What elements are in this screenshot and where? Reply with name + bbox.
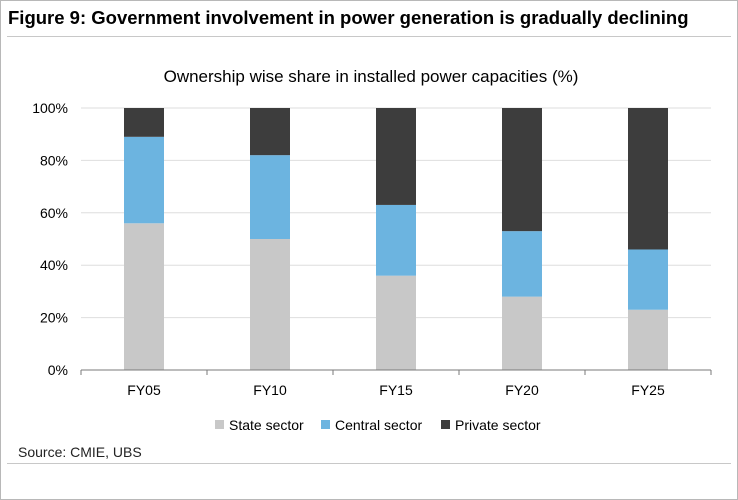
source-note: Source: CMIE, UBS	[18, 444, 142, 460]
x-tick-label: FY20	[505, 382, 539, 398]
bar-state-sector-fy25	[628, 309, 668, 370]
bar-state-sector-fy20	[502, 296, 542, 370]
bar-private-sector-fy10	[250, 108, 290, 156]
y-axis-labels: 0% 20% 40% 60% 80% 100%	[32, 100, 68, 378]
bar-private-sector-fy05	[124, 108, 164, 137]
bar-state-sector-fy10	[250, 239, 290, 370]
x-tick-label: FY10	[253, 382, 287, 398]
y-tick-label: 100%	[32, 100, 68, 116]
bar-private-sector-fy25	[628, 108, 668, 250]
chart-title: Ownership wise share in installed power …	[164, 67, 579, 86]
x-tick-label: FY25	[631, 382, 665, 398]
legend-label: State sector	[229, 417, 304, 433]
y-tick-label: 20%	[40, 310, 68, 326]
bar-state-sector-fy05	[124, 223, 164, 370]
bars	[124, 108, 668, 370]
legend-swatch	[441, 420, 450, 429]
legend-label: Central sector	[335, 417, 422, 433]
x-axis-labels: FY05 FY10 FY15 FY20 FY25	[127, 382, 665, 398]
legend-swatch	[215, 420, 224, 429]
y-tick-label: 0%	[48, 362, 68, 378]
bar-private-sector-fy20	[502, 108, 542, 232]
legend-label: Private sector	[455, 417, 541, 433]
bar-central-sector-fy25	[628, 249, 668, 310]
legend-swatch	[321, 420, 330, 429]
bar-central-sector-fy05	[124, 136, 164, 224]
bar-state-sector-fy15	[376, 275, 416, 370]
legend: State sector Central sector Private sector	[215, 417, 541, 433]
title-divider	[7, 36, 731, 37]
bar-central-sector-fy10	[250, 155, 290, 239]
x-axis-ticks	[80, 370, 712, 375]
source-divider	[7, 463, 731, 464]
bar-central-sector-fy15	[376, 204, 416, 276]
bar-private-sector-fy15	[376, 108, 416, 205]
bar-central-sector-fy20	[502, 231, 542, 297]
y-tick-label: 40%	[40, 257, 68, 273]
chart: Ownership wise share in installed power …	[32, 67, 712, 433]
x-tick-label: FY15	[379, 382, 413, 398]
x-tick-label: FY05	[127, 382, 161, 398]
y-tick-label: 80%	[40, 152, 68, 168]
figure-title: Figure 9: Government involvement in powe…	[8, 7, 689, 28]
y-tick-label: 60%	[40, 205, 68, 221]
